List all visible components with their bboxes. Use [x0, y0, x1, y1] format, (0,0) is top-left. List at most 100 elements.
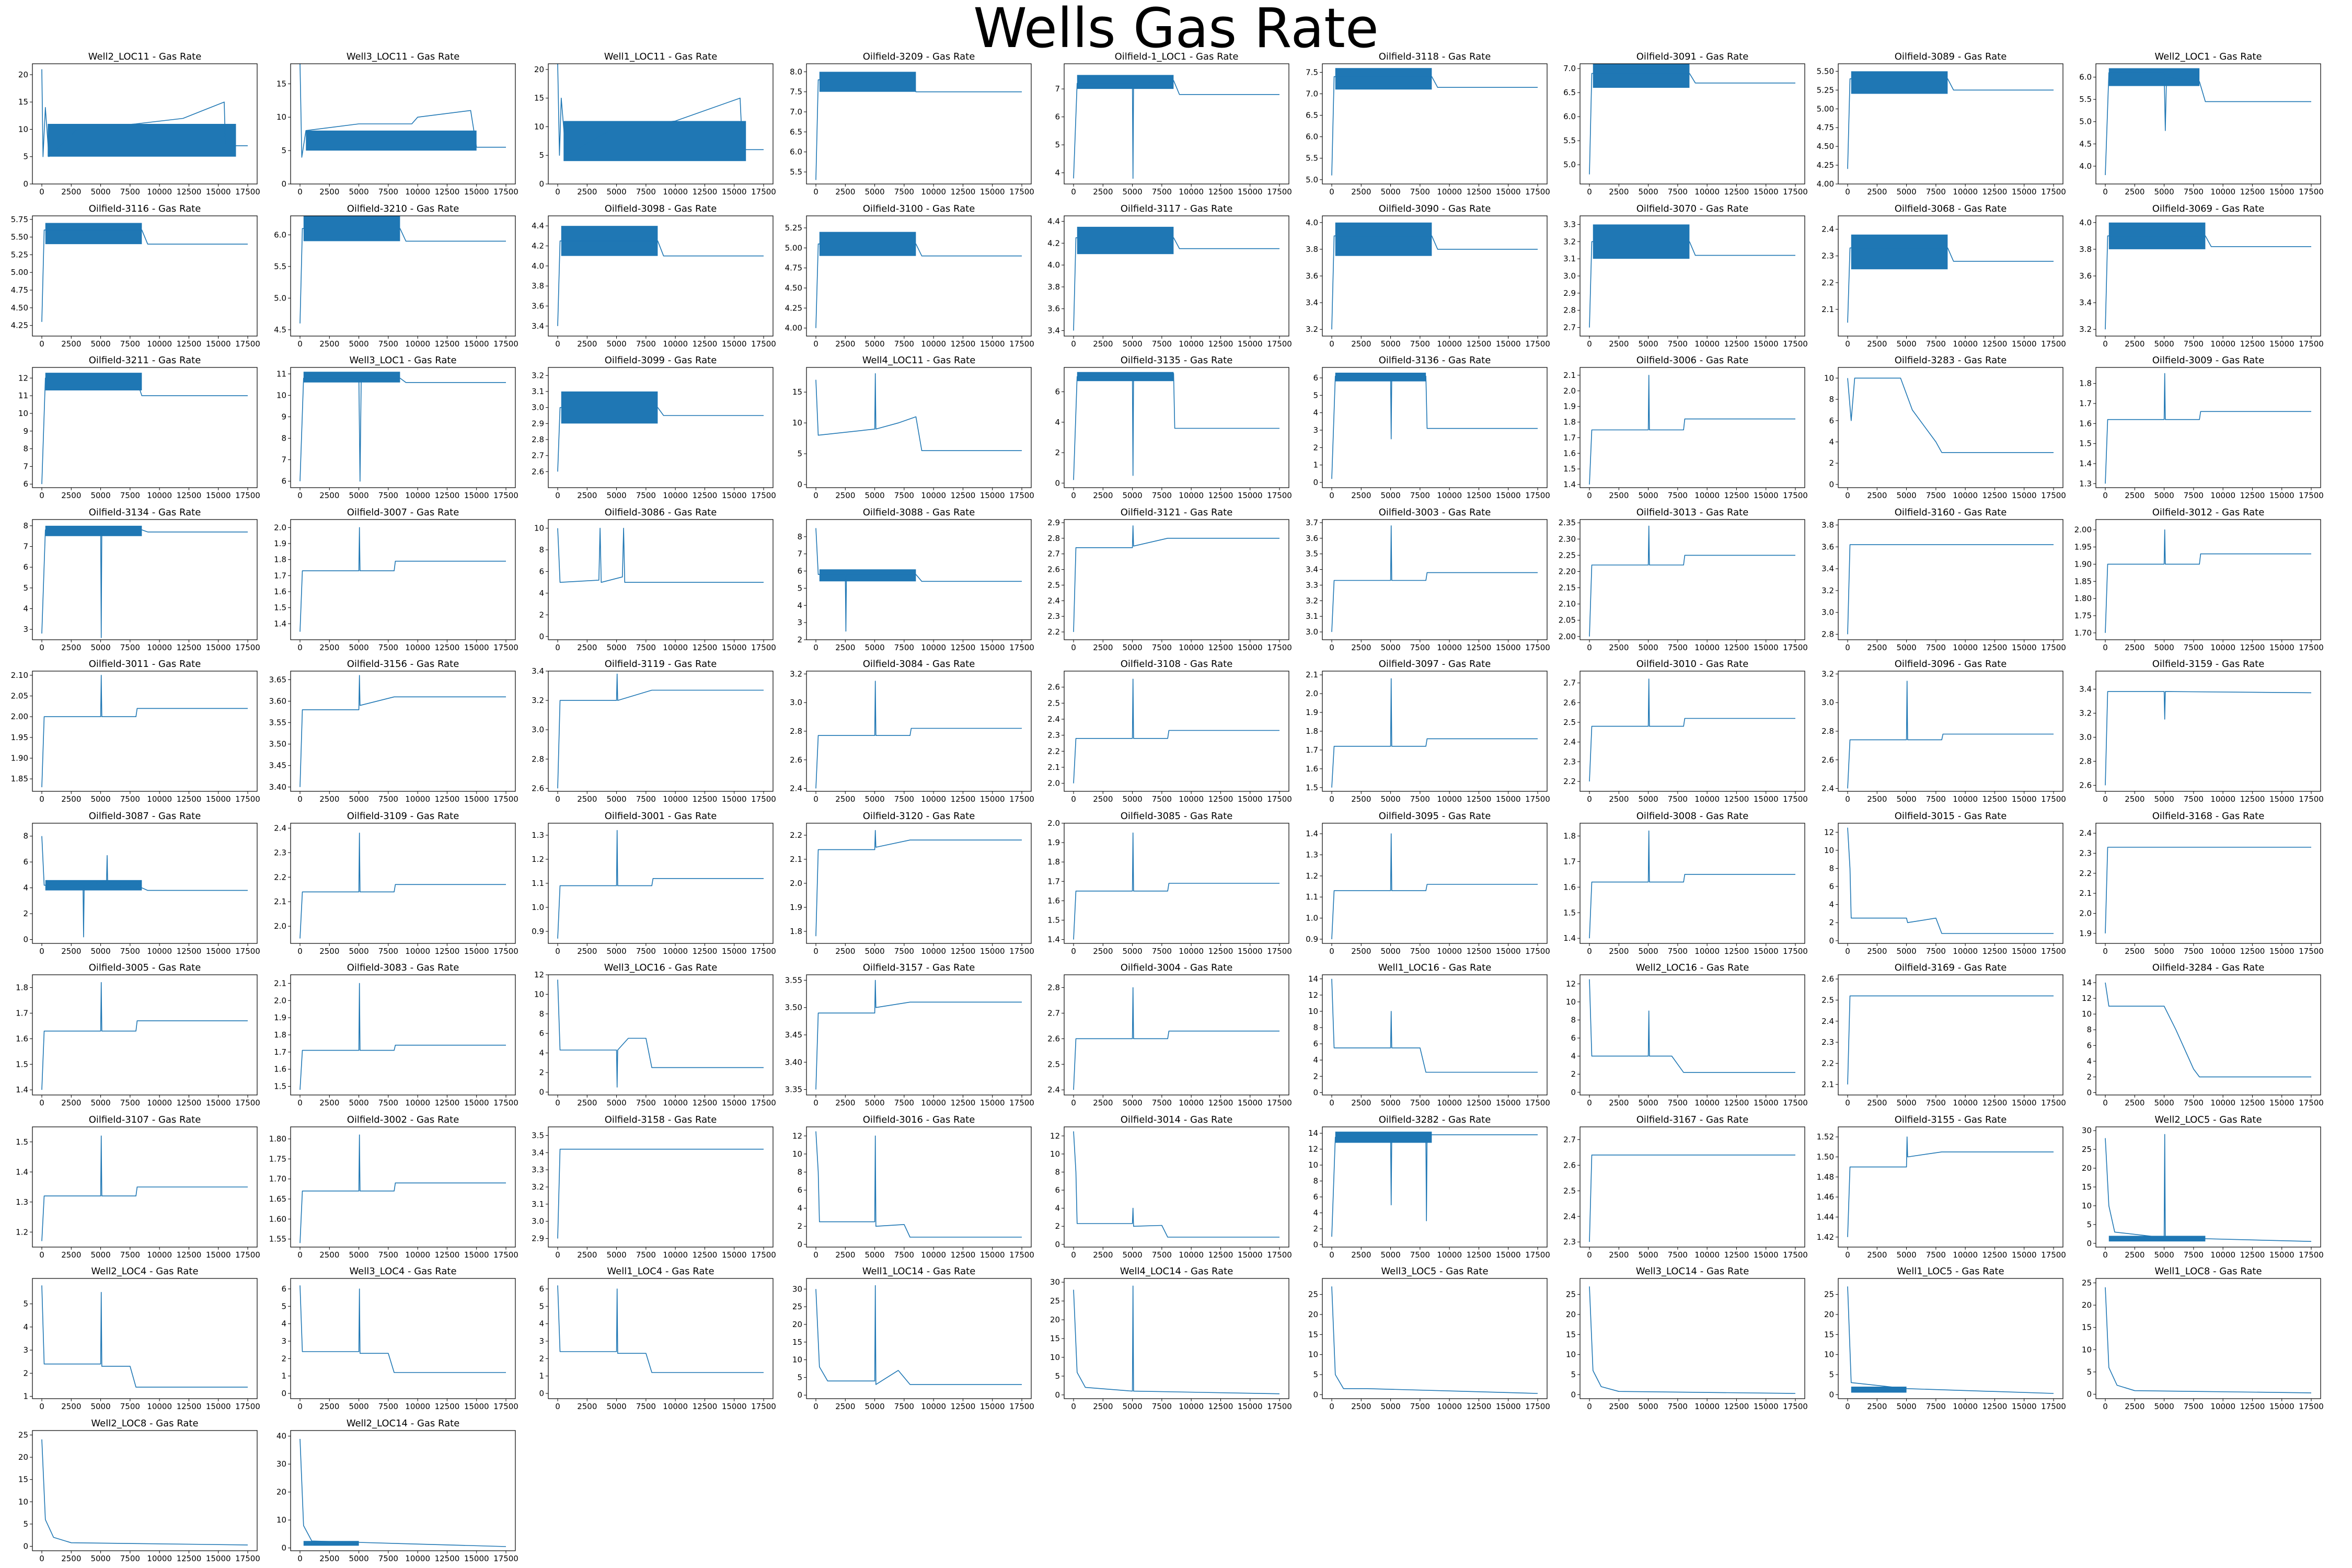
- y-tick-label: 10: [534, 989, 544, 999]
- y-tick-label: 2.6: [1821, 974, 1834, 984]
- y-tick-label: 4: [23, 604, 28, 613]
- x-tick-label: 15000: [722, 1098, 747, 1108]
- x-tick-label: 2500: [1093, 1098, 1113, 1108]
- y-tick-label: 2.4: [1047, 1085, 1060, 1094]
- x-tick-label: 17500: [493, 947, 518, 956]
- y-tick-label: 4: [539, 1048, 544, 1058]
- x-tick-label: 12500: [1982, 794, 2007, 804]
- y-tick-label: 25: [1050, 1296, 1060, 1306]
- y-tick-label: 0: [539, 179, 544, 189]
- x-tick-label: 10000: [405, 643, 430, 652]
- x-tick-label: 12500: [693, 1402, 718, 1411]
- x-tick-label: 10000: [1953, 491, 1978, 500]
- x-tick-label: 7500: [120, 339, 140, 349]
- y-tick-label: 0: [1313, 478, 1318, 487]
- x-tick-label: 0: [813, 1250, 818, 1260]
- x-tick-label: 12500: [1208, 1402, 1233, 1411]
- chart-title: Oilfield-1_LOC1 - Gas Rate: [1115, 51, 1239, 62]
- y-tick-label: 15: [1050, 1334, 1060, 1343]
- y-tick-label: 2: [23, 909, 28, 918]
- x-tick-label: 7500: [378, 1402, 398, 1411]
- x-tick-label: 5000: [1638, 794, 1658, 804]
- chart-title: Oilfield-3209 - Gas Rate: [862, 51, 975, 62]
- y-tick-label: 1.8: [1563, 831, 1576, 840]
- x-tick-label: 15000: [206, 491, 231, 500]
- y-tick-label: 10: [276, 1515, 286, 1525]
- chart-title: Oilfield-3089 - Gas Rate: [1894, 51, 2007, 62]
- chart-panel: Oilfield-3005 - Gas Rate1.41.51.61.71.80…: [16, 962, 260, 1108]
- x-tick-label: 0: [813, 947, 818, 956]
- plot-frame: [32, 1429, 258, 1551]
- y-tick-label: 7: [1055, 84, 1060, 94]
- y-tick-label: 4.00: [1816, 179, 1834, 189]
- x-tick-label: 15000: [464, 643, 489, 652]
- y-tick-label: 1.6: [1563, 882, 1576, 892]
- x-tick-label: 7500: [1410, 339, 1429, 349]
- series-line: [41, 229, 248, 322]
- chart-title: Oilfield-3097 - Gas Rate: [1378, 659, 1491, 670]
- x-tick-label: 12500: [177, 339, 202, 349]
- y-tick-label: 1.9: [1306, 708, 1318, 717]
- x-tick-label: 17500: [1525, 339, 1550, 349]
- chart-panel: Oilfield-3070 - Gas Rate2.72.82.93.03.13…: [1563, 203, 1808, 349]
- y-tick-label: 0: [1055, 1239, 1060, 1249]
- x-tick-label: 2500: [577, 1098, 597, 1108]
- y-tick-label: 4: [539, 588, 544, 597]
- y-tick-label: 3.0: [1563, 271, 1576, 281]
- chart-panel: Oilfield-3096 - Gas Rate2.42.62.83.03.20…: [1821, 659, 2066, 804]
- y-tick-label: 2.5: [1047, 580, 1060, 590]
- x-tick-label: 0: [555, 1402, 560, 1411]
- y-tick-label: 2: [2086, 1072, 2092, 1081]
- series-line: [1847, 1286, 2054, 1394]
- x-tick-label: 7500: [1668, 1250, 1688, 1260]
- chart-panel: Oilfield-3083 - Gas Rate1.51.61.71.81.92…: [274, 962, 518, 1108]
- y-tick-label: 2.1: [1047, 763, 1060, 772]
- chart-title: Oilfield-3091 - Gas Rate: [1636, 51, 1749, 62]
- chart-panel: Oilfield-3002 - Gas Rate1.551.601.651.70…: [269, 1114, 518, 1260]
- y-tick-label: 1.4: [1563, 480, 1576, 489]
- y-tick-label: 0: [1829, 936, 1834, 945]
- y-tick-label: 0: [281, 1543, 286, 1552]
- x-tick-label: 17500: [1009, 1402, 1034, 1411]
- x-tick-label: 10000: [405, 1250, 430, 1260]
- y-tick-label: 4.0: [1047, 260, 1060, 270]
- y-tick-label: 2.6: [1563, 698, 1576, 707]
- y-tick-label: 10: [1566, 1350, 1576, 1359]
- y-tick-label: 12: [1308, 990, 1318, 1000]
- x-tick-label: 5000: [349, 1250, 368, 1260]
- y-tick-label: 30: [2082, 1126, 2092, 1135]
- series-band: [1593, 64, 1690, 88]
- y-tick-label: 6.5: [1306, 111, 1318, 120]
- x-tick-label: 0: [1329, 1250, 1334, 1260]
- x-tick-label: 2500: [319, 1402, 339, 1411]
- x-tick-label: 17500: [235, 947, 260, 956]
- y-tick-label: 6: [2086, 1041, 2092, 1050]
- chart-title: Oilfield-3157 - Gas Rate: [862, 962, 975, 973]
- series-line: [299, 1438, 506, 1547]
- x-tick-label: 7500: [894, 643, 914, 652]
- y-tick-label: 2.05: [11, 691, 28, 701]
- y-tick-label: 3.60: [269, 697, 286, 706]
- x-tick-label: 2500: [1609, 187, 1629, 197]
- x-tick-label: 17500: [235, 1554, 260, 1563]
- x-tick-label: 17500: [493, 794, 518, 804]
- chart-title: Well2_LOC1 - Gas Rate: [2154, 51, 2262, 62]
- y-tick-label: 20: [1308, 1310, 1318, 1319]
- x-tick-label: 12500: [950, 1402, 975, 1411]
- x-tick-label: 12500: [1466, 491, 1491, 500]
- x-tick-label: 7500: [120, 1250, 140, 1260]
- chart-title: Oilfield-3086 - Gas Rate: [605, 507, 717, 518]
- x-tick-label: 15000: [1495, 643, 1520, 652]
- y-tick-label: 1.4: [274, 619, 286, 628]
- x-tick-label: 0: [297, 339, 303, 349]
- x-tick-label: 17500: [493, 643, 518, 652]
- x-tick-label: 5000: [90, 491, 110, 500]
- y-tick-label: 1.6: [16, 1034, 28, 1043]
- x-tick-label: 15000: [1754, 794, 1779, 804]
- y-tick-label: 2.5: [1047, 1059, 1060, 1069]
- x-tick-label: 10000: [2210, 947, 2235, 956]
